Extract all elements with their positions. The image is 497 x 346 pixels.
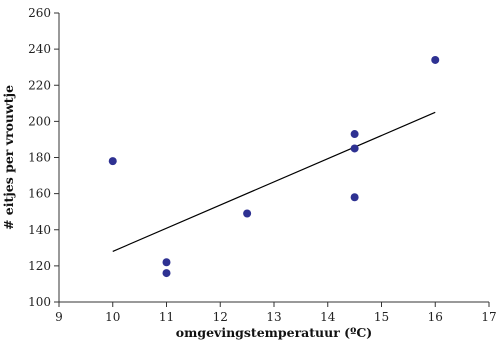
x-tick-labels: 9 10 11 12 13 14 15 16 17 <box>55 310 496 324</box>
x-tick-label: 11 <box>159 310 174 324</box>
axes <box>58 13 489 303</box>
x-tick-label: 10 <box>105 310 120 324</box>
tick-marks <box>54 12 490 307</box>
data-point <box>431 55 440 64</box>
data-points <box>108 55 440 278</box>
y-tick-labels: 100 120 140 160 180 200 220 240 260 <box>28 6 51 309</box>
data-point <box>162 269 171 278</box>
trendline-group <box>112 111 436 252</box>
y-tick-label: 200 <box>28 114 51 128</box>
y-tick-label: 100 <box>28 295 51 309</box>
data-point <box>243 209 252 218</box>
y-tick-label: 260 <box>28 6 51 20</box>
y-tick-label: 220 <box>28 78 51 92</box>
data-point <box>108 157 117 166</box>
data-point <box>350 130 359 139</box>
x-axis-title: omgevingstemperatuur (ºC) <box>176 325 372 340</box>
x-tick-label: 12 <box>213 310 228 324</box>
y-tick-label: 160 <box>28 187 51 201</box>
data-point <box>350 193 359 202</box>
y-tick-label: 140 <box>28 223 51 237</box>
x-tick-label: 15 <box>374 310 389 324</box>
x-tick-label: 14 <box>320 310 336 324</box>
x-tick-label: 9 <box>55 310 63 324</box>
x-tick-label: 13 <box>266 310 281 324</box>
trendline <box>112 111 436 252</box>
x-tick-label: 17 <box>481 310 496 324</box>
y-tick-label: 120 <box>28 259 51 273</box>
x-tick-label: 16 <box>428 310 443 324</box>
y-axis-title: # eitjes per vrouwtje <box>1 85 16 230</box>
y-tick-label: 180 <box>28 151 51 165</box>
y-tick-label: 240 <box>28 42 51 56</box>
data-point <box>162 258 171 267</box>
data-point <box>350 144 359 153</box>
